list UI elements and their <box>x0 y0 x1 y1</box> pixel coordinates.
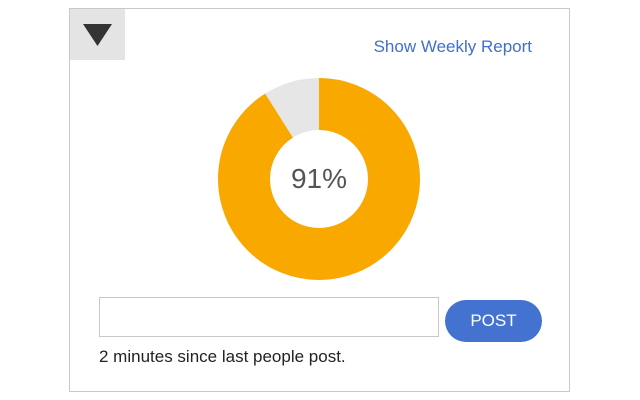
progress-donut-chart <box>218 78 420 280</box>
widget-panel: Show Weekly Report 91% POST 2 minutes si… <box>69 8 570 392</box>
triangle-down-icon <box>83 24 112 46</box>
post-button[interactable]: POST <box>445 300 542 342</box>
last-post-status: 2 minutes since last people post. <box>99 347 346 366</box>
collapse-toggle-button[interactable] <box>70 9 125 60</box>
donut-fill-arc <box>218 78 420 280</box>
show-weekly-report-link[interactable]: Show Weekly Report <box>373 37 532 56</box>
post-input[interactable] <box>99 297 439 337</box>
progress-percent-label: 91% <box>290 163 348 194</box>
